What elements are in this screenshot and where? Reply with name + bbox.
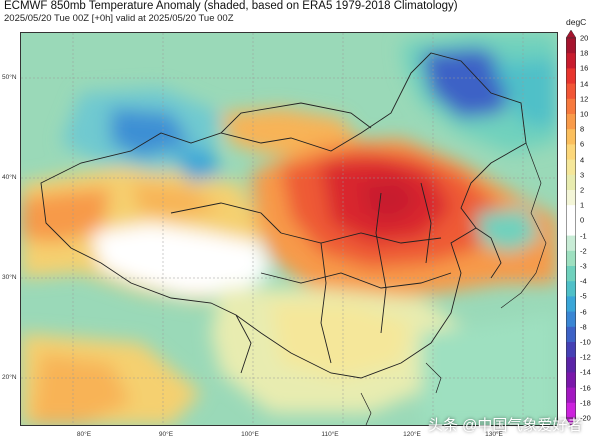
colorbar-tick-label: -2 (580, 246, 587, 256)
map-title: ECMWF 850mb Temperature Anomaly (shaded,… (4, 0, 458, 12)
colorbar-segment (566, 266, 576, 282)
colorbar-tick-label: -1 (580, 231, 587, 241)
colorbar-tick-label: -4 (580, 276, 587, 286)
colorbar-segment (566, 296, 576, 313)
colorbar-segment (566, 402, 576, 419)
colorbar-segment (566, 98, 576, 115)
anomaly-map (20, 32, 558, 426)
colorbar-segment (566, 190, 576, 206)
colorbar-tick-label: 20 (580, 33, 589, 43)
colorbar-tick-label: -14 (580, 367, 591, 377)
lat-label-50n: 50°N (2, 74, 17, 81)
colorbar-tick-label: 3 (580, 170, 585, 180)
colorbar-segment (566, 387, 576, 404)
map-valid-time: 2025/05/20 Tue 00Z [+0h] valid at 2025/0… (4, 13, 234, 24)
colorbar-tick-label: 8 (580, 124, 585, 134)
colorbar-segment (566, 326, 576, 343)
lat-label-30n: 30°N (2, 274, 17, 281)
colorbar-segment (566, 83, 576, 100)
lon-label-80e: 80°E (76, 431, 92, 438)
colorbar-segment (566, 53, 576, 69)
lon-label-100e: 100°E (241, 431, 259, 438)
colorbar-tick-label: -10 (580, 337, 591, 347)
header: ECMWF 850mb Temperature Anomaly (shaded,… (4, 0, 524, 25)
colorbar-segment (566, 250, 576, 267)
lon-label-110e: 110°E (321, 431, 339, 438)
lat-label-40n: 40°N (2, 174, 17, 181)
colorbar-tick-label: 10 (580, 109, 589, 119)
colorbar-segment (566, 129, 576, 145)
colorbar-segment (566, 342, 576, 358)
graticule (21, 33, 557, 425)
colorbar-segment (566, 220, 576, 237)
colorbar-tick-label: 6 (580, 139, 585, 149)
lat-label-20n: 20°N (2, 374, 17, 381)
colorbar-tick-label: 16 (580, 63, 589, 73)
colorbar-segment (566, 68, 576, 85)
colorbar-top-arrow (566, 30, 576, 39)
colorbar-segment (566, 159, 576, 176)
colorbar-frame (566, 37, 576, 419)
colorbar-tick-label: -3 (580, 261, 587, 271)
lon-label-120e: 120°E (403, 431, 421, 438)
map-canvas (21, 33, 557, 425)
colorbar-segment (566, 144, 576, 161)
colorbar-segment (566, 205, 576, 221)
coastlines (360, 142, 547, 425)
colorbar (566, 30, 576, 426)
lon-label-90e: 90°E (158, 431, 174, 438)
colorbar-tick-label: 0 (580, 215, 585, 225)
lon-label-130e: 130°E (485, 431, 503, 438)
colorbar-segment (566, 357, 576, 373)
colorbar-tick-label: 14 (580, 79, 589, 89)
colorbar-segment (566, 38, 576, 54)
colorbar-segment (566, 235, 576, 252)
colorbar-tick-label: -5 (580, 291, 587, 301)
colorbar-tick-label: -16 (580, 383, 591, 393)
colorbar-tick-label: -8 (580, 322, 587, 332)
colorbar-segment (566, 281, 576, 297)
colorbar-tick-label: 2 (580, 185, 585, 195)
colorbar-tick-label: 12 (580, 94, 589, 104)
colorbar-tick-label: -20 (580, 413, 591, 423)
colorbar-segment (566, 174, 576, 191)
colorbar-segment (566, 114, 576, 130)
colorbar-tick-label: -6 (580, 307, 587, 317)
watermark: 头条 @中国气象爱好者 (428, 417, 583, 434)
colorbar-segment (566, 372, 576, 389)
boundaries (40, 52, 527, 379)
colorbar-unit: degC (566, 17, 587, 27)
colorbar-tick-label: -12 (580, 352, 591, 362)
colorbar-tick-label: 18 (580, 48, 589, 58)
colorbar-tick-label: 4 (580, 155, 585, 165)
colorbar-tick-label: -18 (580, 398, 591, 408)
colorbar-tick-label: 1 (580, 200, 585, 210)
colorbar-segment (566, 311, 576, 328)
